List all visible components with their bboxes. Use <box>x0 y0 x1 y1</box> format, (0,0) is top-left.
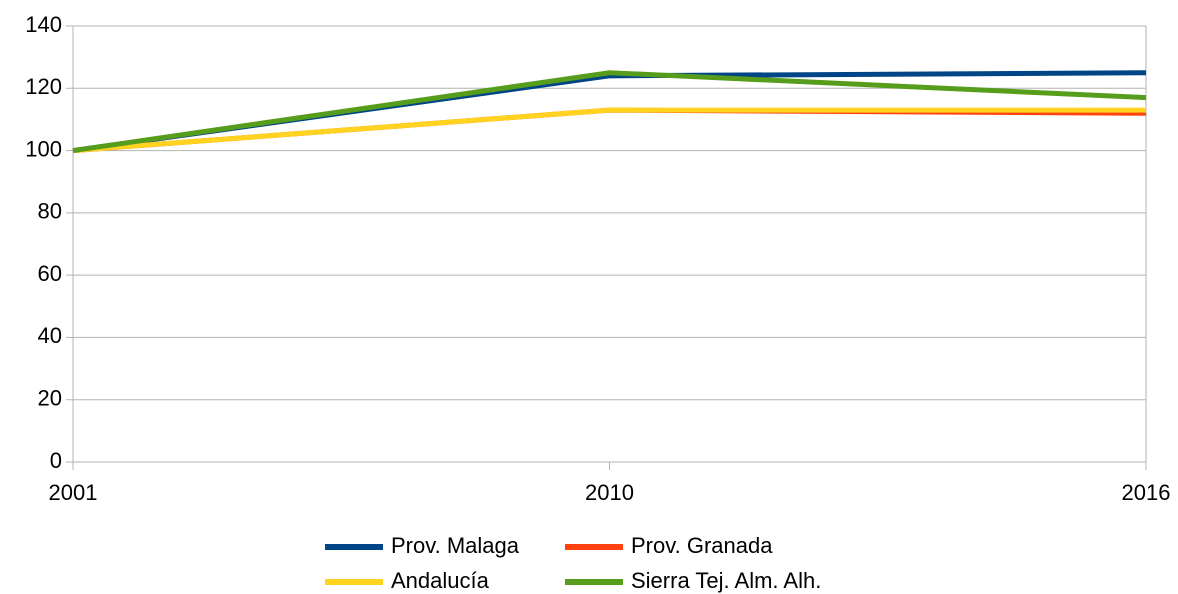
x-tick-label: 2010 <box>585 480 634 505</box>
y-tick-label: 20 <box>38 386 62 411</box>
legend-label: Prov. Malaga <box>391 533 520 558</box>
y-tick-label: 40 <box>38 323 62 348</box>
y-tick-label: 140 <box>25 12 62 37</box>
x-tick-label: 2016 <box>1122 480 1171 505</box>
series-line <box>72 70 1147 154</box>
x-tick-label: 2001 <box>49 480 98 505</box>
series-line <box>72 107 1146 154</box>
y-tick-label: 60 <box>38 261 62 286</box>
y-tick-label: 80 <box>38 199 62 224</box>
y-tick-label: 120 <box>25 74 62 99</box>
y-tick-label: 0 <box>50 448 62 473</box>
legend-label: Sierra Tej. Alm. Alh. <box>631 568 821 593</box>
y-tick-label: 100 <box>25 136 62 161</box>
legend-label: Prov. Granada <box>631 533 773 558</box>
legend-label: Andalucía <box>391 568 490 593</box>
